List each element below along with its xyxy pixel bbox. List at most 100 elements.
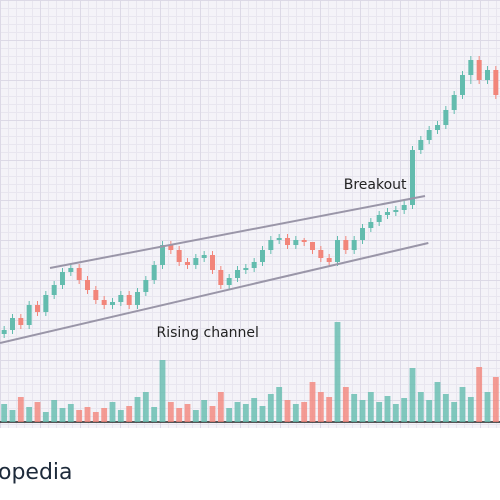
volume-bar bbox=[317, 392, 324, 422]
candle-body bbox=[176, 250, 182, 262]
volume-bar bbox=[1, 404, 8, 422]
volume-bar bbox=[9, 410, 16, 422]
volume-bar bbox=[434, 382, 441, 422]
volume-bar bbox=[334, 322, 341, 422]
candle-body bbox=[485, 70, 490, 80]
volume-bar bbox=[242, 404, 249, 422]
volume-bar bbox=[34, 402, 41, 422]
volume-bar bbox=[451, 402, 458, 422]
candle-body bbox=[476, 60, 482, 80]
candle-body bbox=[443, 110, 449, 125]
candle-body bbox=[335, 240, 340, 262]
candle-body bbox=[368, 222, 374, 228]
candle-body bbox=[43, 295, 49, 312]
volume-bar bbox=[484, 392, 491, 422]
annotation: Rising channel bbox=[157, 325, 259, 341]
volume-bar bbox=[284, 400, 291, 422]
candle-body bbox=[401, 205, 407, 210]
volume-bar bbox=[417, 392, 424, 422]
candle-body bbox=[393, 210, 399, 212]
volume-bar bbox=[167, 402, 174, 422]
volume-bar bbox=[459, 387, 466, 422]
volume-bar bbox=[409, 368, 416, 422]
volume-bar bbox=[326, 397, 333, 422]
volume-bar bbox=[367, 392, 374, 422]
annotation: Breakout bbox=[344, 177, 407, 193]
candle-body bbox=[35, 305, 40, 312]
volume-bar bbox=[101, 408, 108, 422]
volume-bar bbox=[226, 408, 233, 422]
candle-body bbox=[285, 238, 290, 245]
candle-body bbox=[10, 318, 15, 330]
candle-body bbox=[243, 268, 249, 270]
candle-body bbox=[451, 95, 457, 110]
candle-body bbox=[160, 245, 165, 265]
volume-bar bbox=[467, 397, 474, 422]
volume-bar bbox=[76, 410, 83, 422]
candle-body bbox=[1, 330, 7, 334]
volume-bar bbox=[234, 402, 241, 422]
volume-bar bbox=[384, 396, 391, 422]
candle-body bbox=[101, 300, 107, 305]
candle-body bbox=[251, 262, 257, 268]
volume-bar bbox=[42, 412, 49, 422]
volume-bar bbox=[142, 392, 149, 422]
volume-bar bbox=[117, 410, 124, 422]
candle-body bbox=[418, 140, 424, 150]
volume-bar bbox=[392, 404, 399, 422]
volume-bar bbox=[342, 387, 349, 422]
volume-bar bbox=[351, 394, 358, 422]
candle-body bbox=[118, 295, 124, 302]
candle-body bbox=[385, 212, 390, 215]
volume-bar bbox=[176, 408, 183, 422]
candle-body bbox=[260, 250, 265, 262]
candle-body bbox=[460, 75, 465, 95]
candle-body bbox=[26, 305, 32, 325]
volume-bar bbox=[126, 406, 133, 422]
candle-body bbox=[143, 280, 149, 292]
volume-bar bbox=[84, 407, 91, 422]
candle-body bbox=[218, 270, 224, 285]
volume-bar bbox=[26, 407, 33, 422]
candle-body bbox=[76, 268, 82, 280]
volume-bar bbox=[17, 397, 24, 422]
candle-body bbox=[293, 240, 299, 245]
volume-bar bbox=[251, 398, 258, 422]
candle-body bbox=[85, 280, 90, 290]
candle-body bbox=[351, 240, 357, 250]
candle-body bbox=[410, 150, 415, 205]
candle-body bbox=[201, 255, 207, 258]
volume-bar bbox=[401, 398, 408, 422]
volume-bar bbox=[92, 412, 99, 422]
candle-body bbox=[360, 228, 365, 240]
volume-bar bbox=[201, 400, 208, 422]
candle-body bbox=[343, 240, 349, 250]
candle-body bbox=[68, 268, 74, 272]
volume-bar bbox=[151, 407, 158, 422]
candle-body bbox=[18, 318, 24, 325]
volume-bar bbox=[209, 406, 216, 422]
volume-bar bbox=[59, 408, 66, 422]
volume-bar bbox=[184, 404, 191, 422]
candle-body bbox=[93, 290, 99, 300]
volume-bar bbox=[134, 397, 141, 422]
volume-bar bbox=[267, 394, 274, 422]
candle-body bbox=[318, 250, 324, 258]
volume-bar bbox=[426, 400, 433, 422]
trend-line bbox=[49, 195, 426, 269]
volume-bar bbox=[217, 392, 224, 422]
candle-body bbox=[60, 272, 65, 285]
volume-bar bbox=[67, 404, 74, 422]
trend-line bbox=[0, 242, 429, 344]
candle-body bbox=[226, 278, 232, 285]
candle-body bbox=[168, 245, 174, 250]
volume-bar bbox=[292, 404, 299, 422]
volume-bar bbox=[476, 367, 483, 422]
volume-bar bbox=[259, 406, 266, 422]
volume-bar bbox=[492, 377, 499, 422]
volume-bar bbox=[376, 402, 383, 422]
candle-body bbox=[110, 302, 115, 305]
volume-bar bbox=[159, 360, 166, 422]
